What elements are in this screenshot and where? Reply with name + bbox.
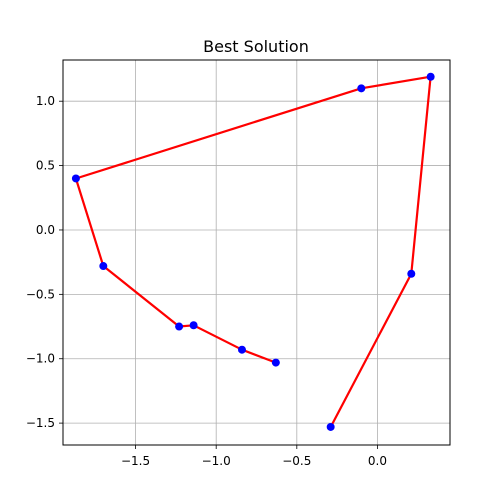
data-point bbox=[326, 422, 335, 431]
chart-title: Best Solution bbox=[203, 37, 309, 56]
y-tick-label: 0.0 bbox=[36, 223, 55, 237]
data-point bbox=[99, 262, 108, 271]
x-tick-label: −1.0 bbox=[202, 454, 231, 468]
x-tick-label: −0.5 bbox=[282, 454, 311, 468]
y-tick-label: −1.5 bbox=[26, 416, 55, 430]
x-tick-label: 0.0 bbox=[368, 454, 387, 468]
series-layer bbox=[71, 72, 435, 431]
data-point bbox=[426, 72, 435, 81]
data-point bbox=[407, 269, 416, 278]
y-tick-label: −0.5 bbox=[26, 287, 55, 301]
y-axis: −1.5 −1.0 −0.5 0.0 0.5 1.0 bbox=[26, 94, 63, 430]
data-point bbox=[71, 174, 80, 183]
y-tick-label: −1.0 bbox=[26, 352, 55, 366]
x-tick-label: −1.5 bbox=[121, 454, 150, 468]
route-line bbox=[74, 75, 432, 428]
data-point bbox=[357, 84, 366, 93]
data-point bbox=[237, 345, 246, 354]
data-point bbox=[271, 358, 280, 367]
data-point bbox=[175, 322, 184, 331]
y-tick-label: 1.0 bbox=[36, 94, 55, 108]
data-point bbox=[189, 321, 198, 330]
y-tick-label: 0.5 bbox=[36, 159, 55, 173]
plot-frame bbox=[62, 59, 451, 446]
grid bbox=[63, 60, 450, 445]
x-axis: −1.5 −1.0 −0.5 0.0 bbox=[121, 445, 387, 468]
